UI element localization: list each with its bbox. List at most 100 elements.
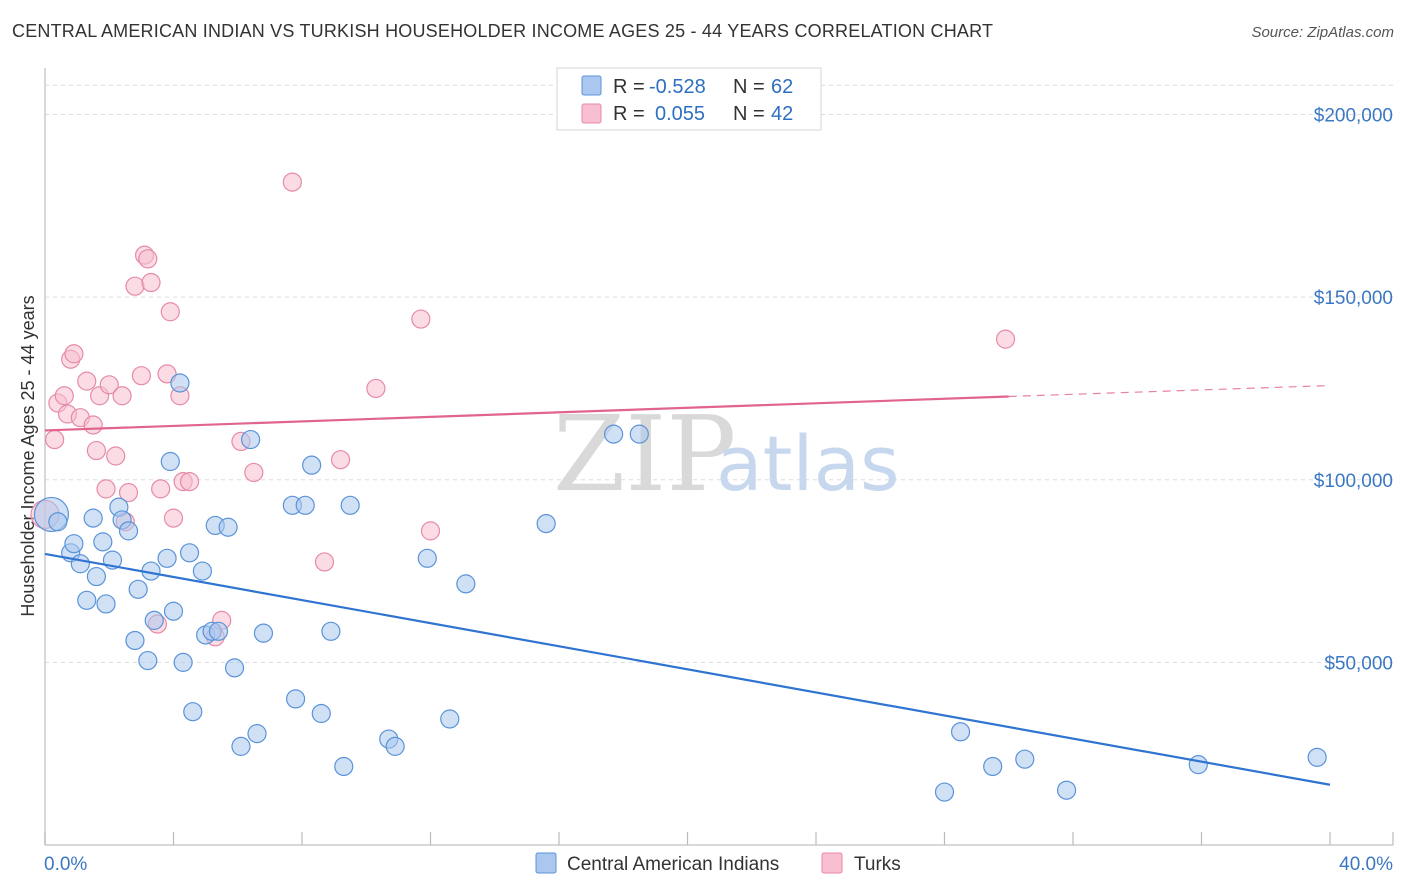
- trend-line-turks: [44, 395, 1009, 432]
- central-american-indian-point: [208, 621, 229, 641]
- central-american-indian-point: [157, 548, 177, 568]
- central-american-indian-point: [218, 517, 238, 537]
- turks-point: [86, 440, 107, 461]
- source-attribution: Source: ZipAtlas.com: [1251, 24, 1394, 41]
- central-american-indian-point: [295, 495, 315, 515]
- y-axis-label: Householder Income Ages 25 - 44 years: [18, 295, 38, 616]
- central-american-indian-point: [247, 724, 267, 744]
- trend-lines: [44, 384, 1331, 786]
- central-american-indian-point: [48, 512, 68, 532]
- central-american-indian-point: [385, 736, 405, 756]
- central-american-indian-point: [340, 495, 360, 515]
- turks-point: [330, 450, 351, 470]
- central-american-indian-point: [77, 590, 97, 610]
- watermark-atlas: atlas: [716, 419, 900, 508]
- y-tick-label: $100,000: [1314, 471, 1393, 492]
- chart-title: CENTRAL AMERICAN INDIAN VS TURKISH HOUSE…: [12, 21, 994, 41]
- central-american-indian-point: [183, 702, 203, 722]
- legend-swatch-blue: [581, 75, 602, 96]
- legend-r-value-blue: -0.528: [649, 76, 706, 98]
- central-american-indian-point: [440, 709, 460, 729]
- legend-n-value-blue: 62: [771, 76, 793, 98]
- x-axis-ticks: [44, 832, 1394, 845]
- series-legend: Central American Indians Turks: [535, 852, 901, 875]
- central-american-indian-point: [302, 455, 322, 475]
- central-american-indian-point: [1188, 755, 1208, 775]
- central-american-indian-point: [1056, 780, 1077, 800]
- central-american-indian-point: [253, 623, 274, 643]
- central-american-indian-point: [144, 610, 164, 630]
- turks-points: [30, 172, 1016, 647]
- central-american-indian-point: [70, 554, 90, 574]
- central-american-indian-point: [192, 561, 213, 581]
- legend-n-label: N =: [733, 103, 765, 125]
- central-american-indian-point: [285, 689, 306, 709]
- turks-point: [83, 415, 103, 435]
- central-american-indian-point: [604, 424, 624, 444]
- y-tick-label: $50,000: [1324, 653, 1393, 674]
- central-american-indian-point: [163, 601, 184, 621]
- turks-point: [995, 329, 1016, 349]
- central-american-indian-point: [231, 736, 251, 756]
- turks-point: [106, 446, 126, 466]
- turks-point: [125, 276, 145, 296]
- turks-point: [45, 429, 65, 450]
- central-american-indian-point: [536, 513, 556, 534]
- legend-swatch-turks: [821, 852, 843, 874]
- central-american-indian-point: [241, 429, 261, 450]
- turks-point: [420, 521, 441, 541]
- central-american-indians-points: [33, 373, 1327, 802]
- turks-point: [366, 378, 386, 399]
- central-american-indian-point: [64, 534, 84, 554]
- watermark-zip: ZIP: [553, 393, 736, 515]
- correlation-legend: R = -0.528 N = 62 R = 0.055 N = 42: [556, 67, 822, 131]
- central-american-indian-point: [128, 579, 148, 599]
- central-american-indian-point: [179, 543, 200, 563]
- x-tick-label-max: 40.0%: [1339, 854, 1393, 875]
- y-axis-tick-labels: $50,000 $100,000 $150,000 $200,000: [1314, 106, 1393, 675]
- legend-swatch-central-american-indians: [535, 852, 557, 874]
- turks-point: [141, 272, 161, 293]
- turks-point: [160, 302, 180, 322]
- central-american-indian-point: [93, 532, 113, 552]
- legend-r-value-pink: 0.055: [655, 103, 705, 125]
- turks-point: [138, 249, 158, 269]
- central-american-indian-point: [138, 650, 158, 671]
- central-american-indian-point: [86, 566, 107, 587]
- turks-point: [112, 386, 132, 406]
- trend-line-central-american-indians: [44, 552, 1331, 786]
- central-american-indian-point: [417, 548, 437, 568]
- central-american-indian-point: [983, 756, 1003, 777]
- turks-point: [282, 172, 302, 192]
- legend-swatch-pink: [581, 103, 602, 124]
- central-american-indian-point: [321, 621, 341, 641]
- turks-point: [96, 479, 116, 499]
- central-american-indian-point: [311, 703, 331, 724]
- central-american-indian-point: [83, 508, 103, 528]
- turks-point: [151, 479, 171, 499]
- turks-point: [99, 375, 119, 395]
- central-american-indian-point: [118, 521, 139, 541]
- central-american-indian-point: [170, 373, 190, 393]
- legend-n-value-pink: 42: [771, 103, 793, 125]
- central-american-indian-point: [334, 756, 354, 777]
- central-american-indian-point: [934, 782, 955, 802]
- legend-r-label: R =: [613, 76, 645, 98]
- turks-point: [163, 508, 184, 528]
- turks-point: [179, 471, 200, 492]
- central-american-indian-point: [96, 594, 116, 614]
- central-american-indian-point: [629, 424, 649, 444]
- y-tick-label: $150,000: [1314, 288, 1393, 309]
- central-american-indian-point: [173, 652, 193, 672]
- central-american-indian-point: [456, 574, 476, 594]
- legend-label-central-american-indians: Central American Indians: [567, 854, 779, 875]
- turks-point: [314, 552, 335, 572]
- turks-point: [411, 309, 431, 329]
- x-tick-label-min: 0.0%: [44, 854, 87, 875]
- central-american-indian-point: [160, 451, 180, 472]
- watermark: ZIP atlas: [553, 393, 900, 515]
- turks-point: [64, 344, 84, 364]
- turks-point: [131, 366, 151, 386]
- turks-point: [244, 462, 264, 483]
